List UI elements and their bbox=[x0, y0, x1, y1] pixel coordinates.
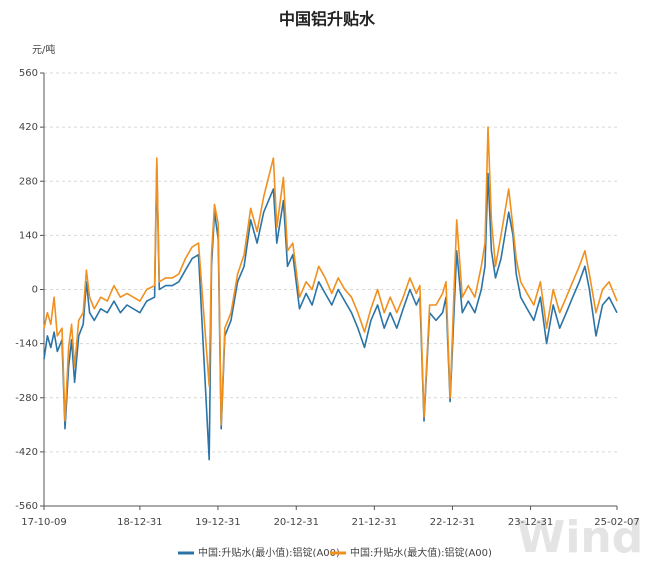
y-tick-label: 420 bbox=[19, 122, 38, 133]
y-tick-label: 560 bbox=[19, 68, 38, 79]
x-tick-label: 17-10-09 bbox=[21, 517, 66, 528]
y-tick-label: 0 bbox=[32, 285, 38, 296]
x-tick-label: 20-12-31 bbox=[274, 517, 319, 528]
y-tick-label: -560 bbox=[15, 501, 38, 512]
x-tick-label: 22-12-31 bbox=[430, 517, 475, 528]
y-tick-label: -140 bbox=[15, 339, 38, 350]
x-tick-label: 23-12-31 bbox=[508, 517, 553, 528]
series-line bbox=[43, 165, 618, 461]
y-tick-label: 280 bbox=[19, 176, 38, 187]
y-tick-label: 140 bbox=[19, 230, 38, 241]
x-tick-label: 25-02-07 bbox=[594, 517, 639, 528]
y-tick-label: -420 bbox=[15, 447, 38, 458]
x-tick-label: 21-12-31 bbox=[352, 517, 397, 528]
watermark: Wind bbox=[517, 512, 643, 563]
chart-title: 中国铝升贴水 bbox=[279, 10, 376, 29]
y-tick-label: -280 bbox=[15, 393, 38, 404]
legend-label: 中国:升贴水(最小值):铝锭(A00) bbox=[198, 546, 340, 559]
x-tick-label: 18-12-31 bbox=[117, 517, 162, 528]
x-tick-label: 19-12-31 bbox=[195, 517, 240, 528]
legend-label: 中国:升贴水(最大值):铝锭(A00) bbox=[350, 546, 492, 559]
series-line bbox=[43, 126, 618, 426]
y-axis-label: 元/吨 bbox=[32, 43, 55, 56]
